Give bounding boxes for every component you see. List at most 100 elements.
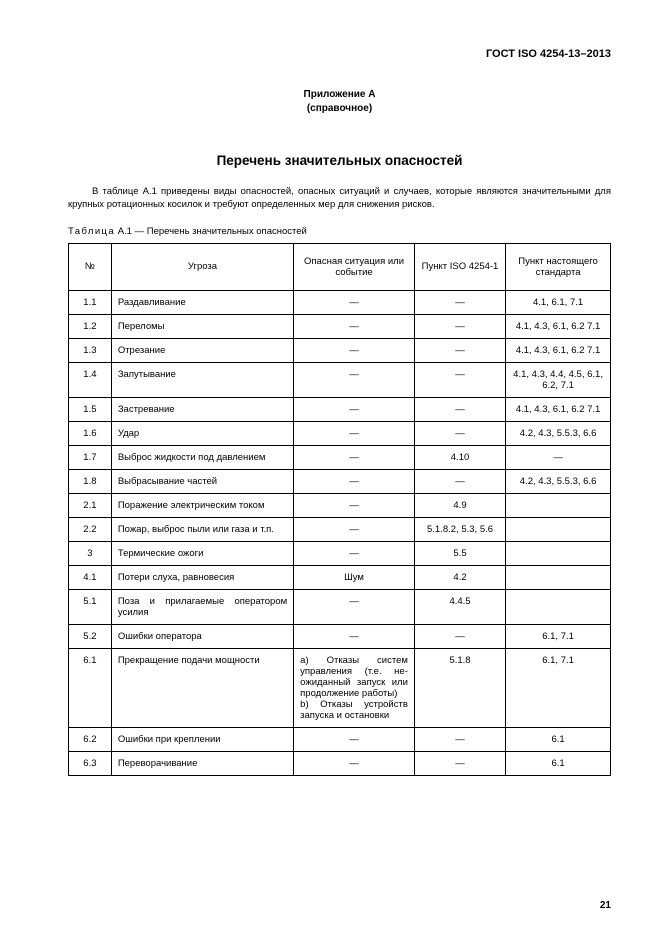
cell-threat: Запутывание <box>111 362 293 397</box>
cell-threat: Пожар, выброс пыли или газа и т.п. <box>111 517 293 541</box>
cell-iso: — <box>414 314 505 338</box>
cell-number: 6.1 <box>69 648 112 727</box>
table-header-row: № Угроза Опасная ситуация или событие Пу… <box>69 243 611 290</box>
cell-number: 1.5 <box>69 397 112 421</box>
cell-iso: — <box>414 421 505 445</box>
cell-standard: 4.1, 4.3, 4.4, 4.5, 6.1, 6.2, 7.1 <box>506 362 611 397</box>
cell-iso: 4.4.5 <box>414 589 505 624</box>
cell-iso: 4.2 <box>414 565 505 589</box>
cell-standard: 6.1, 7.1 <box>506 624 611 648</box>
col-header-situation: Опасная ситуация или событие <box>294 243 415 290</box>
col-header-threat: Угроза <box>111 243 293 290</box>
cell-situation: — <box>294 314 415 338</box>
table-row: 1.1Раздавливание——4.1, 6.1, 7.1 <box>69 290 611 314</box>
cell-number: 1.3 <box>69 338 112 362</box>
table-row: 4.1Потери слуха, равновесияШум4.2 <box>69 565 611 589</box>
page-number: 21 <box>600 900 611 911</box>
cell-situation: — <box>294 541 415 565</box>
cell-iso: 5.5 <box>414 541 505 565</box>
cell-iso: 5.1.8 <box>414 648 505 727</box>
cell-threat: Поражение электрическим током <box>111 493 293 517</box>
table-caption: Таблица А.1 — Перечень значительных опас… <box>68 226 611 237</box>
cell-situation: — <box>294 338 415 362</box>
cell-situation: Шум <box>294 565 415 589</box>
cell-standard: 6.1 <box>506 727 611 751</box>
cell-threat: Переломы <box>111 314 293 338</box>
table-row: 1.5Застревание——4.1, 4.3, 6.1, 6.2 7.1 <box>69 397 611 421</box>
col-header-iso: Пункт ISO 4254-1 <box>414 243 505 290</box>
cell-iso: — <box>414 290 505 314</box>
table-row: 6.1Прекращение подачи мощностиa) Отказы … <box>69 648 611 727</box>
cell-situation: — <box>294 589 415 624</box>
annex-subtitle: (справочное) <box>307 103 372 114</box>
cell-situation: — <box>294 624 415 648</box>
cell-standard: — <box>506 445 611 469</box>
cell-standard <box>506 517 611 541</box>
col-header-number: № <box>69 243 112 290</box>
cell-iso: 5.1.8.2, 5.3, 5.6 <box>414 517 505 541</box>
cell-threat: Отрезание <box>111 338 293 362</box>
cell-standard <box>506 493 611 517</box>
page-title: Перечень значительных опасностей <box>68 153 611 168</box>
cell-standard: 6.1 <box>506 751 611 775</box>
table-row: 6.2Ошибки при креплении——6.1 <box>69 727 611 751</box>
hazards-table: № Угроза Опасная ситуация или событие Пу… <box>68 243 611 776</box>
col-header-standard: Пункт настоящего стандарта <box>506 243 611 290</box>
cell-iso: — <box>414 751 505 775</box>
cell-standard: 4.2, 4.3, 5.5.3, 6.6 <box>506 469 611 493</box>
cell-threat: Удар <box>111 421 293 445</box>
cell-situation: — <box>294 727 415 751</box>
intro-paragraph: В таблице А.1 приведены виды опасностей,… <box>68 186 611 212</box>
cell-threat: Прекращение подачи мощности <box>111 648 293 727</box>
cell-iso: — <box>414 338 505 362</box>
caption-rest: А.1 — Перечень значительных опасностей <box>115 226 307 237</box>
cell-situation: — <box>294 469 415 493</box>
cell-iso: 4.10 <box>414 445 505 469</box>
cell-standard: 4.1, 4.3, 6.1, 6.2 7.1 <box>506 314 611 338</box>
cell-number: 6.3 <box>69 751 112 775</box>
cell-situation: — <box>294 362 415 397</box>
cell-situation: — <box>294 493 415 517</box>
cell-standard: 4.1, 4.3, 6.1, 6.2 7.1 <box>506 397 611 421</box>
cell-standard: 4.2, 4.3, 5.5.3, 6.6 <box>506 421 611 445</box>
cell-situation: — <box>294 397 415 421</box>
table-row: 5.2Ошибки оператора——6.1, 7.1 <box>69 624 611 648</box>
cell-number: 2.2 <box>69 517 112 541</box>
cell-number: 1.1 <box>69 290 112 314</box>
cell-number: 5.2 <box>69 624 112 648</box>
table-row: 3Термические ожоги—5.5 <box>69 541 611 565</box>
cell-iso: — <box>414 362 505 397</box>
table-row: 1.8Выбрасывание частей——4.2, 4.3, 5.5.3,… <box>69 469 611 493</box>
table-row: 2.2Пожар, выброс пыли или газа и т.п.—5.… <box>69 517 611 541</box>
cell-number: 1.6 <box>69 421 112 445</box>
cell-iso: — <box>414 469 505 493</box>
cell-number: 1.2 <box>69 314 112 338</box>
cell-situation: — <box>294 445 415 469</box>
table-row: 1.7Выброс жидкости под давлением—4.10— <box>69 445 611 469</box>
table-row: 1.3Отрезание——4.1, 4.3, 6.1, 6.2 7.1 <box>69 338 611 362</box>
annex-title: Приложение А <box>304 89 376 100</box>
page: ГОСТ ISO 4254-13–2013 Приложение А (спра… <box>0 0 661 935</box>
cell-iso: — <box>414 624 505 648</box>
table-body: 1.1Раздавливание——4.1, 6.1, 7.11.2Перело… <box>69 290 611 775</box>
cell-threat: Термические ожоги <box>111 541 293 565</box>
cell-threat: Переворачивание <box>111 751 293 775</box>
cell-threat: Поза и прилагаемые оператором усилия <box>111 589 293 624</box>
cell-standard <box>506 589 611 624</box>
cell-standard: 4.1, 6.1, 7.1 <box>506 290 611 314</box>
cell-situation: — <box>294 751 415 775</box>
cell-number: 3 <box>69 541 112 565</box>
cell-situation: — <box>294 421 415 445</box>
cell-number: 5.1 <box>69 589 112 624</box>
caption-word: Таблица <box>68 226 115 237</box>
cell-iso: — <box>414 727 505 751</box>
cell-number: 1.4 <box>69 362 112 397</box>
table-row: 2.1Поражение электрическим током—4.9 <box>69 493 611 517</box>
cell-number: 1.8 <box>69 469 112 493</box>
table-row: 1.4Запутывание——4.1, 4.3, 4.4, 4.5, 6.1,… <box>69 362 611 397</box>
cell-situation: — <box>294 517 415 541</box>
cell-number: 2.1 <box>69 493 112 517</box>
cell-situation: a) Отказы систем управления (т.е. не­ожи… <box>294 648 415 727</box>
cell-threat: Выброс жидкости под давлением <box>111 445 293 469</box>
cell-number: 1.7 <box>69 445 112 469</box>
